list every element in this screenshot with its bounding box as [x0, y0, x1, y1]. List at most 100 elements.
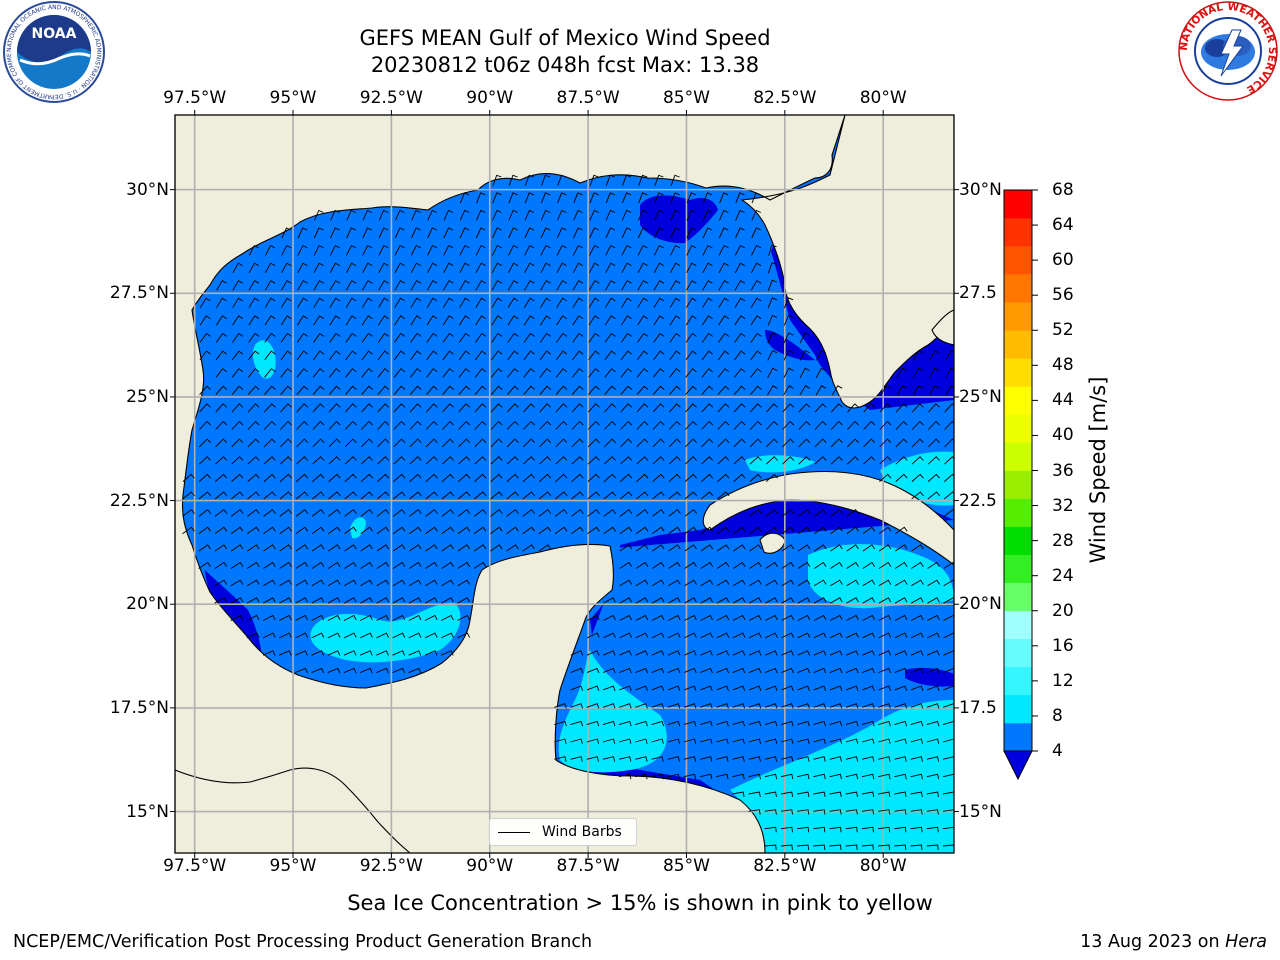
- wind-barb: [393, 350, 406, 361]
- wind-barb: [475, 209, 486, 221]
- wind-barb: [540, 297, 551, 308]
- wind-barb: [619, 561, 633, 569]
- wind-barb: [733, 385, 746, 395]
- wind-barb: [700, 491, 714, 500]
- wind-barb: [667, 685, 681, 691]
- wind-barb: [765, 508, 779, 517]
- wind-barb: [507, 350, 519, 361]
- wind-barb: [701, 403, 714, 413]
- wind-barb: [490, 438, 503, 448]
- wind-barb: [570, 720, 584, 727]
- wind-barb: [457, 579, 471, 587]
- wind-barb: [781, 703, 794, 709]
- wind-barb: [636, 491, 649, 500]
- wind-barb: [360, 614, 373, 621]
- wind-barb: [441, 473, 454, 482]
- wind-barb: [458, 368, 470, 378]
- wind-barb: [263, 544, 276, 552]
- wind-barb: [684, 438, 697, 448]
- lat-label-left: 30°N: [126, 179, 169, 200]
- wind-barb: [408, 632, 422, 639]
- wind-barb: [651, 579, 665, 587]
- wind-barb: [750, 350, 762, 361]
- wind-barb: [635, 544, 649, 552]
- wind-barb: [198, 544, 211, 552]
- lon-label-bottom: 87.5°W: [556, 856, 620, 876]
- wind-barb: [491, 297, 503, 308]
- wind-barb: [523, 297, 535, 308]
- wind-barb: [683, 756, 697, 762]
- wind-barb: [604, 315, 616, 326]
- wind-barbs-legend: Wind Barbs: [489, 818, 637, 846]
- wind-barb: [313, 297, 324, 308]
- wind-barb: [621, 227, 632, 239]
- wind-barb: [586, 650, 600, 656]
- wind-barb: [861, 809, 875, 815]
- wind-barb: [411, 227, 421, 239]
- wind-barb: [668, 491, 681, 500]
- wind-barb: [813, 597, 827, 604]
- wind-barb: [732, 773, 745, 780]
- wind-barb: [603, 526, 616, 535]
- wind-barb: [750, 315, 762, 326]
- wind-barb: [425, 526, 438, 535]
- wind-barb: [635, 561, 649, 569]
- wind-barb: [879, 438, 892, 448]
- wind-8-12-region: [252, 120, 954, 853]
- wind-barb: [669, 280, 681, 291]
- wind-barb: [343, 632, 357, 639]
- wind-barb: [927, 491, 941, 500]
- wind-barb: [328, 526, 341, 535]
- wind-barb: [410, 262, 422, 274]
- wind-barb: [473, 508, 487, 517]
- wind-barb: [652, 473, 665, 482]
- wind-barb: [780, 756, 794, 762]
- wind-barb: [635, 508, 649, 517]
- wind-barb: [214, 508, 228, 517]
- wind-barb: [669, 350, 681, 361]
- wind-barb: [409, 403, 422, 413]
- wind-barb: [230, 526, 244, 535]
- wind-barb: [748, 720, 762, 727]
- wind-barb: [441, 438, 454, 448]
- wind-barb: [733, 544, 746, 552]
- wind-barb: [751, 262, 762, 274]
- wind-barb: [735, 227, 745, 239]
- wind-barb: [475, 244, 486, 256]
- wind-barb: [750, 368, 762, 378]
- wind-barb: [231, 420, 244, 430]
- wind-barb: [588, 315, 600, 326]
- wind-barb: [683, 720, 697, 727]
- wind-barb: [797, 561, 811, 569]
- wind-barb: [230, 579, 244, 587]
- footer-left: NCEP/EMC/Verification Post Processing Pr…: [13, 932, 593, 952]
- wind-barb: [927, 614, 940, 621]
- wind-barb: [717, 403, 730, 413]
- wind-barb: [863, 438, 876, 448]
- wind-barb: [815, 367, 827, 379]
- wind-barb: [895, 438, 908, 448]
- wind-barb: [748, 632, 762, 639]
- wind-barb: [589, 227, 599, 239]
- wind-barb: [829, 791, 842, 797]
- wind-barb: [781, 508, 795, 517]
- colorbar-segment: [1004, 722, 1032, 752]
- wind-barb: [327, 650, 341, 656]
- wind-barb: [587, 508, 600, 517]
- wind-barb: [376, 614, 389, 621]
- wind-barb: [699, 756, 713, 762]
- wind-barb: [313, 262, 324, 274]
- wind-barb: [894, 561, 908, 569]
- wind-barb: [861, 773, 875, 780]
- wind-barb: [619, 650, 632, 656]
- wind-barb: [311, 614, 325, 621]
- wind-barb: [490, 420, 503, 430]
- wind-barb: [797, 544, 811, 552]
- wind-barb: [829, 632, 843, 639]
- wind-barb: [685, 420, 697, 430]
- wind-barb: [329, 280, 341, 291]
- wind-barb: [878, 650, 892, 656]
- wind-barb: [767, 297, 778, 309]
- wind-barb: [894, 773, 907, 780]
- wind-barb: [361, 315, 373, 326]
